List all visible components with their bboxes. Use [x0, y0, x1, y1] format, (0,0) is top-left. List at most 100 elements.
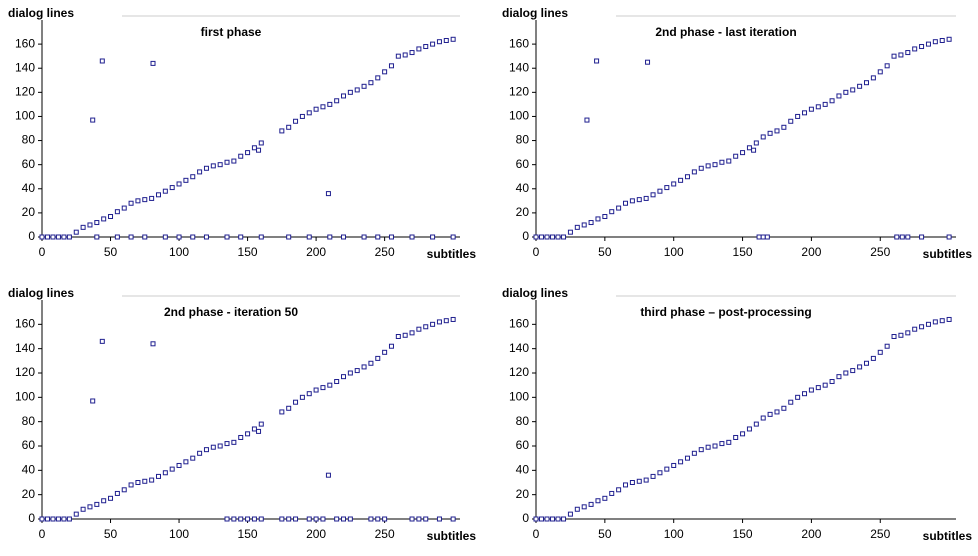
- x-tick-label: 50: [104, 245, 118, 259]
- point: [740, 150, 746, 156]
- point: [245, 516, 251, 522]
- point: [726, 158, 732, 164]
- point: [877, 69, 883, 75]
- point: [430, 321, 436, 327]
- point: [870, 75, 876, 81]
- point: [678, 177, 684, 183]
- x-axis-label: subtitles: [923, 247, 973, 261]
- point: [774, 128, 780, 134]
- point: [629, 198, 635, 204]
- point: [678, 459, 684, 465]
- point: [299, 394, 305, 400]
- point: [258, 234, 264, 240]
- point: [361, 234, 367, 240]
- point: [149, 477, 155, 483]
- point: [664, 466, 670, 472]
- point: [99, 58, 105, 64]
- point: [555, 516, 561, 522]
- point: [176, 234, 182, 240]
- point: [795, 394, 801, 400]
- point: [443, 318, 449, 324]
- y-tick-label: 140: [509, 341, 529, 355]
- point: [135, 480, 141, 485]
- chart-title: 2nd phase - iteration 50: [164, 305, 298, 319]
- point: [829, 379, 835, 385]
- point: [231, 516, 237, 522]
- point: [87, 504, 93, 510]
- x-axis-label: subtitles: [923, 529, 973, 543]
- point: [684, 174, 690, 180]
- y-tick-label: 160: [509, 317, 529, 331]
- chart-title: 2nd phase - last iteration: [655, 25, 796, 39]
- point: [325, 191, 331, 197]
- point: [231, 439, 237, 445]
- x-tick-label: 150: [733, 527, 753, 541]
- y-tick-label: 120: [509, 365, 529, 379]
- y-tick-label: 20: [516, 487, 530, 501]
- point: [55, 234, 61, 240]
- x-tick-label: 250: [870, 527, 890, 541]
- point: [602, 214, 608, 220]
- point: [313, 516, 319, 522]
- point: [238, 516, 244, 522]
- point: [884, 343, 890, 349]
- point: [891, 334, 897, 339]
- point: [90, 398, 96, 404]
- point: [436, 39, 442, 45]
- point: [142, 197, 148, 203]
- point: [306, 391, 312, 397]
- point: [946, 234, 952, 240]
- point: [73, 229, 79, 235]
- point: [802, 391, 808, 397]
- point: [788, 118, 794, 124]
- point: [402, 332, 408, 338]
- point: [320, 104, 326, 110]
- point: [354, 87, 360, 93]
- point: [416, 516, 422, 522]
- point: [61, 516, 67, 522]
- point: [671, 181, 677, 187]
- point: [258, 140, 264, 146]
- point: [224, 234, 230, 240]
- point: [550, 516, 556, 522]
- x-tick-label: 100: [169, 527, 189, 541]
- x-tick-label: 0: [533, 245, 540, 259]
- point: [698, 447, 704, 453]
- point: [843, 89, 849, 95]
- point: [114, 490, 120, 496]
- point: [850, 87, 856, 93]
- point: [629, 480, 635, 485]
- point: [382, 516, 388, 522]
- point: [781, 124, 787, 130]
- chart-title: first phase: [201, 25, 262, 39]
- point: [375, 355, 381, 361]
- x-tick-label: 250: [375, 527, 395, 541]
- point: [891, 53, 897, 59]
- point: [581, 222, 587, 228]
- point: [894, 234, 900, 240]
- point: [719, 159, 725, 165]
- point: [341, 516, 347, 522]
- point: [313, 106, 319, 112]
- point: [149, 195, 155, 201]
- point: [898, 332, 904, 338]
- point: [327, 234, 333, 240]
- y-tick-label: 60: [22, 157, 36, 171]
- point: [450, 234, 456, 240]
- point: [919, 324, 925, 330]
- point: [884, 63, 890, 69]
- x-tick-label: 200: [801, 245, 821, 259]
- point: [238, 153, 244, 159]
- point: [533, 516, 539, 522]
- point: [114, 234, 120, 240]
- point: [190, 455, 196, 461]
- point: [197, 450, 203, 456]
- point: [561, 234, 567, 240]
- point: [128, 482, 134, 488]
- y-tick-label: 0: [522, 511, 529, 525]
- point: [162, 234, 168, 240]
- point: [939, 318, 945, 324]
- point: [258, 516, 264, 522]
- point: [256, 428, 262, 434]
- point: [753, 140, 759, 146]
